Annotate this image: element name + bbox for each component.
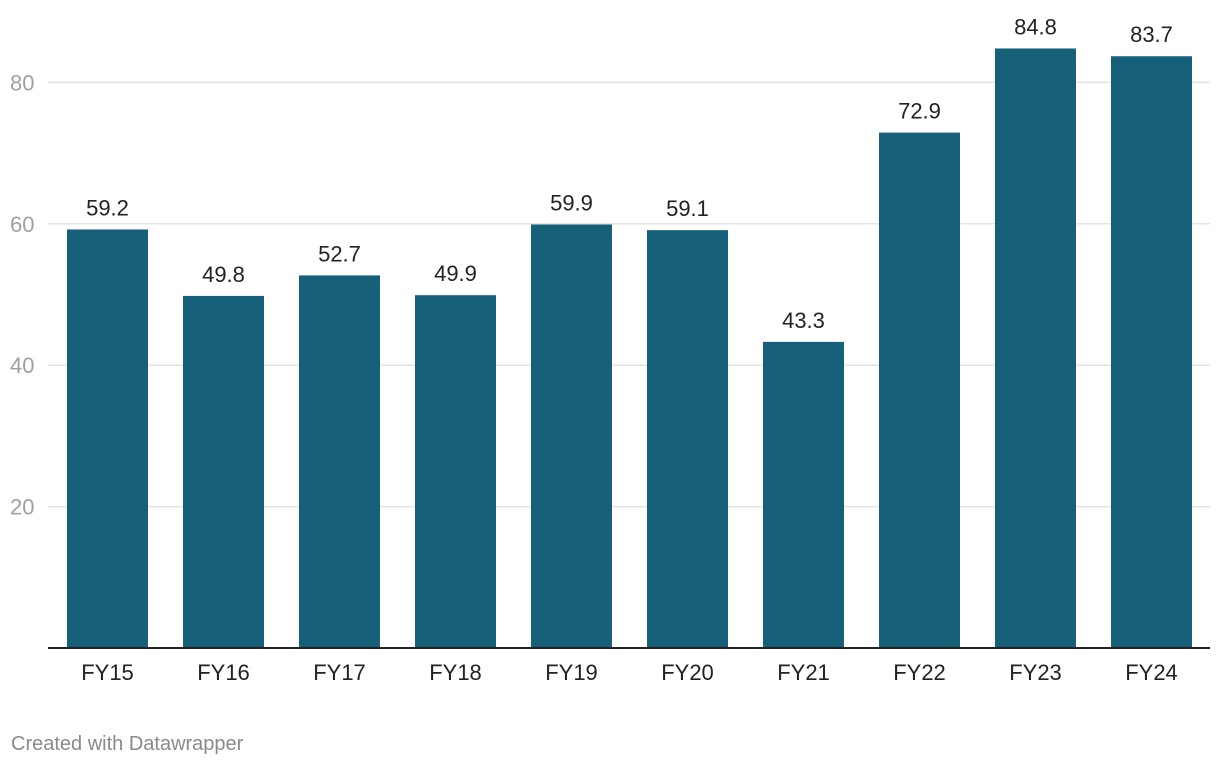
x-tick-label-fy16: FY16: [197, 660, 250, 685]
bar-fy19: [531, 224, 612, 648]
data-labels: 59.2 49.8 52.7 49.9 59.9 59.1 43.3 72.9 84.8 83.7: [86, 14, 1173, 332]
y-axis-ticks: 20 40 60 80: [10, 70, 34, 519]
bar-fy24: [1111, 56, 1192, 648]
bar-fy22: [879, 132, 960, 649]
y-tick-label-60: 60: [10, 212, 34, 237]
data-label-fy21: 43.3: [782, 308, 825, 333]
data-label-fy22: 72.9: [898, 99, 941, 124]
bar-fy21: [763, 341, 844, 648]
data-label-fy19: 59.9: [550, 191, 593, 216]
bar-fy23: [995, 48, 1076, 649]
x-tick-label-fy17: FY17: [313, 660, 366, 685]
bar-fy15: [67, 229, 148, 648]
data-label-fy24: 83.7: [1130, 22, 1173, 47]
bar-chart: 20 40 60 80 59.2 49.8 52.7 49.9 59.9 59.1 43.3 72.…: [10, 14, 1210, 685]
bar-fy16: [183, 295, 264, 648]
data-label-fy15: 59.2: [86, 195, 129, 220]
x-tick-label-fy22: FY22: [893, 660, 946, 685]
x-tick-label-fy21: FY21: [777, 660, 830, 685]
bar-fy20: [647, 230, 728, 648]
bar-fy18: [415, 295, 496, 648]
data-label-fy17: 52.7: [318, 241, 361, 266]
y-tick-label-20: 20: [10, 495, 34, 520]
data-label-fy18: 49.9: [434, 261, 477, 286]
bars: [67, 48, 1192, 649]
data-label-fy20: 59.1: [666, 196, 709, 221]
bar-fy17: [299, 275, 380, 648]
y-tick-label-80: 80: [10, 70, 34, 95]
y-tick-label-40: 40: [10, 353, 34, 378]
x-tick-label-fy18: FY18: [429, 660, 482, 685]
x-tick-label-fy24: FY24: [1125, 660, 1178, 685]
x-tick-label-fy23: FY23: [1009, 660, 1062, 685]
x-axis-ticks: FY15 FY16 FY17 FY18 FY19 FY20 FY21 FY22 FY23 FY24: [81, 660, 1178, 685]
x-tick-label-fy20: FY20: [661, 660, 714, 685]
x-tick-label-fy19: FY19: [545, 660, 598, 685]
footer-credit: Created with Datawrapper: [11, 733, 244, 755]
x-tick-label-fy15: FY15: [81, 660, 134, 685]
data-label-fy23: 84.8: [1014, 14, 1057, 39]
data-label-fy16: 49.8: [202, 262, 245, 287]
